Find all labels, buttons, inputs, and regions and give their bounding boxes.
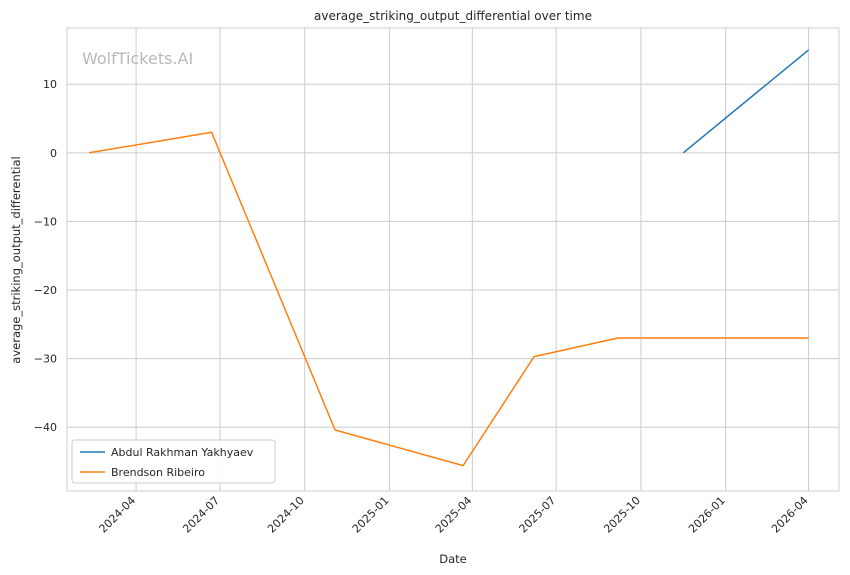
series-line-brendson-ribeiro	[88, 131, 809, 467]
x-tick-label: 2025-07	[517, 494, 559, 536]
x-tick-label: 2026-01	[686, 494, 728, 536]
watermark: WolfTickets.AI	[82, 49, 193, 68]
y-tick-label: −10	[34, 215, 57, 228]
x-tick-label: 2026-04	[769, 494, 811, 536]
legend: Abdul Rakhman Yakhyaev Brendson Ribeiro	[71, 439, 276, 484]
x-tick-label: 2024-04	[97, 494, 139, 536]
y-tick-label: 10	[43, 78, 57, 91]
legend-box	[71, 439, 276, 484]
x-tick-label: 2024-07	[180, 494, 222, 536]
series-layer	[88, 49, 810, 467]
plot-area	[66, 27, 840, 492]
x-tick-label: 2024-10	[265, 494, 307, 536]
legend-label-brendson-ribeiro: Brendson Ribeiro	[111, 466, 205, 479]
x-axis-label: Date	[439, 552, 467, 566]
x-tick-label: 2025-01	[350, 494, 392, 536]
y-tick-label: −30	[34, 353, 57, 366]
grid-lines	[67, 28, 839, 491]
x-tick-label: 2025-04	[433, 494, 475, 536]
y-tick-label: 0	[50, 147, 57, 160]
x-axis-ticks: 2024-04 2024-07 2024-10 2025-01 2025-04 2025-…	[97, 494, 811, 536]
series-line-abdul-rakhman-yakhyaev	[682, 49, 810, 154]
y-tick-label: −20	[34, 284, 57, 297]
y-axis-ticks: 10 0 −10 −20 −30 −40	[34, 78, 57, 434]
legend-label-abdul-rakhman-yakhyaev: Abdul Rakhman Yakhyaev	[111, 446, 254, 459]
y-tick-label: −40	[34, 421, 57, 434]
y-axis-label: average_striking_output_differential	[9, 156, 23, 363]
x-tick-label: 2025-10	[601, 494, 643, 536]
chart-title: average_striking_output_differential ove…	[314, 9, 592, 23]
